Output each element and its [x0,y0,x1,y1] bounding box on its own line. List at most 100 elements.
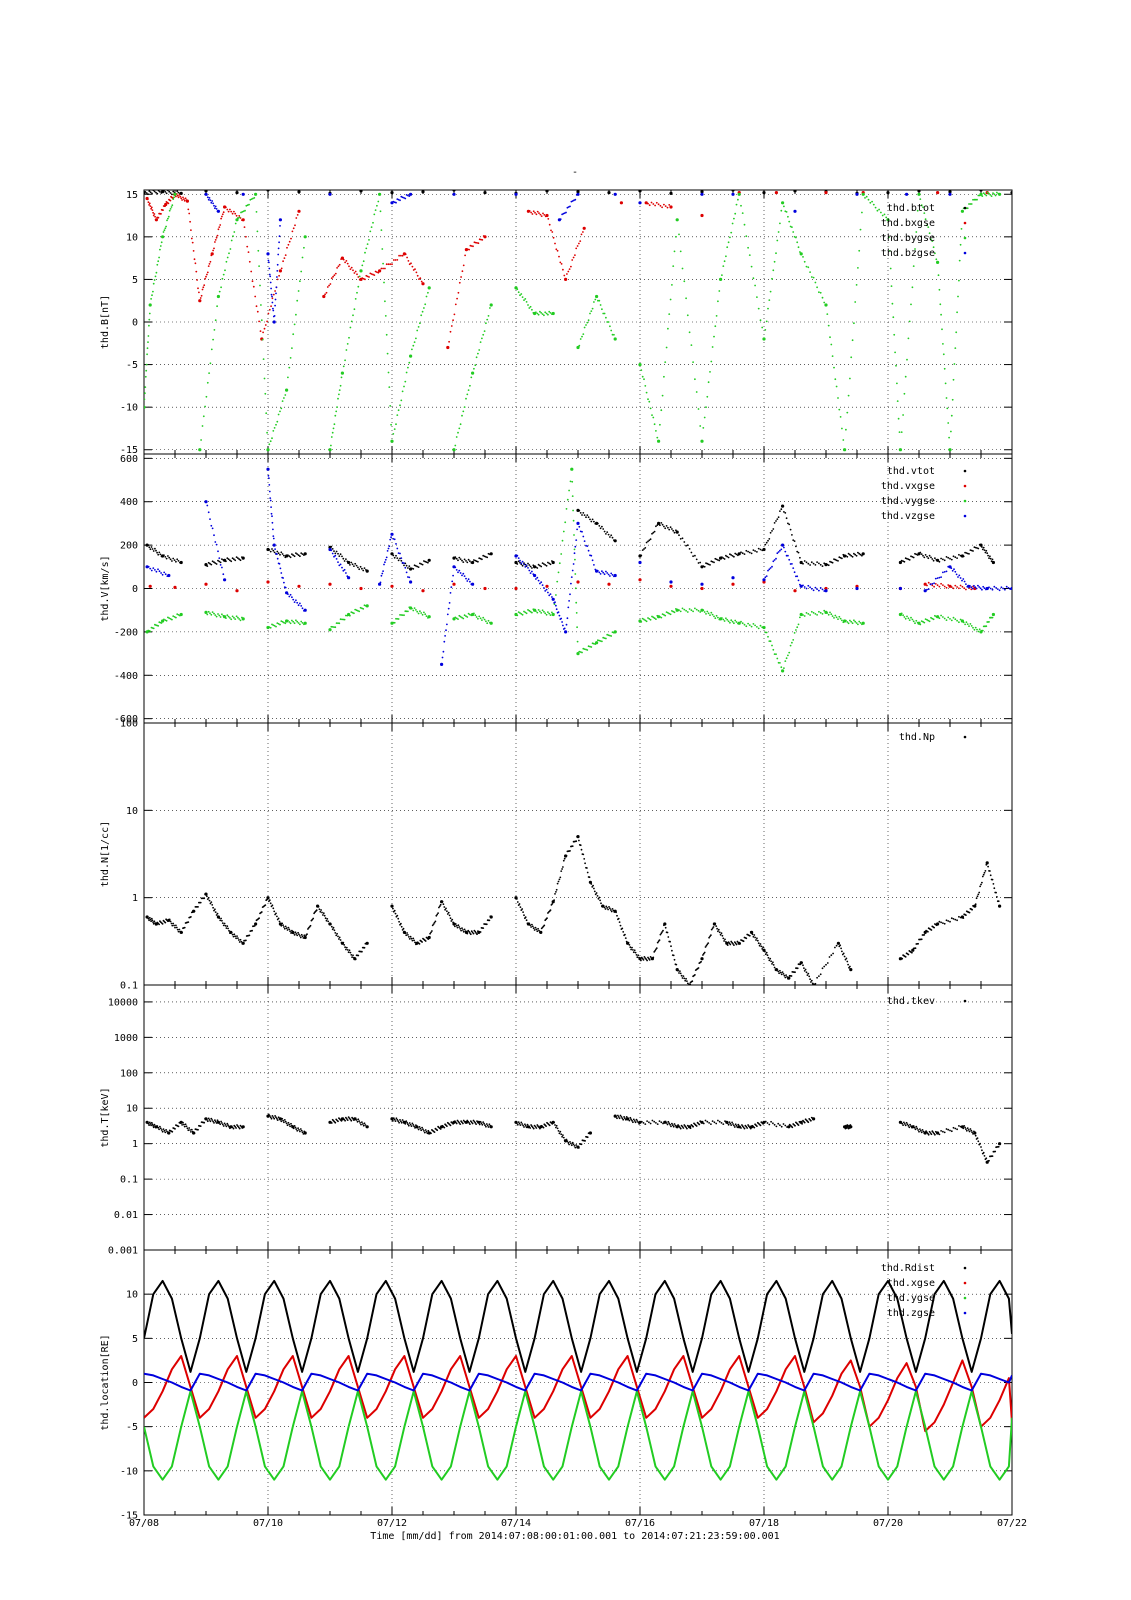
data-point [163,571,166,574]
data-point [788,558,791,561]
data-point [351,563,354,566]
data-point [466,580,469,582]
data-point [271,297,274,300]
data-point [528,210,531,212]
data-point [771,565,773,568]
data-point [516,563,519,565]
data-point [843,448,847,452]
data-point [903,560,906,563]
data-point [725,554,727,557]
data-point [653,617,656,620]
data-point [461,927,463,930]
data-point [783,205,785,208]
data-point [920,1131,923,1134]
data-point [443,1126,446,1129]
data-point [1010,586,1012,591]
data-point [827,564,830,567]
data-point [289,622,292,625]
data-point [530,211,532,214]
data-point [782,1123,785,1125]
data-point [328,448,332,452]
data-point [193,1132,196,1135]
data-point [341,618,343,621]
data-point [601,525,603,528]
data-point [783,974,786,977]
data-point [274,290,276,292]
data-point [771,277,773,280]
data-point [154,569,156,571]
data-point [908,1126,911,1129]
y-axis-label: thd.T[keV] [100,1087,111,1147]
data-point [350,561,353,564]
data-point [576,626,578,629]
data-point [664,926,667,929]
data-point [768,640,771,642]
data-point [974,626,977,629]
data-point [671,1122,673,1125]
data-point [535,311,537,314]
data-point [207,511,210,514]
data-point [544,564,547,566]
data-point [220,917,223,920]
data-point [345,558,347,560]
data-point [557,611,560,613]
data-point [427,291,429,294]
data-point [734,1123,737,1126]
data-point [591,518,594,521]
data-point [224,269,226,272]
data-point [705,944,708,947]
data-point [349,614,351,617]
data-point [988,586,990,589]
data-point [548,1124,551,1127]
data-point [427,286,431,290]
data-point [335,622,338,624]
data-point [603,530,606,533]
data-point [393,621,396,624]
data-point [489,552,493,556]
data-point [849,553,851,556]
data-point [832,952,834,955]
data-point [465,615,467,617]
data-point [407,366,409,369]
data-point [273,551,276,554]
data-point [726,246,729,249]
data-point [689,1127,692,1130]
data-point [594,893,597,896]
data-point [942,584,944,586]
data-point [440,662,444,667]
data-point [912,1125,915,1127]
data-point [721,274,723,276]
data-point [810,1119,812,1122]
data-point [483,191,487,195]
data-point [152,1124,155,1127]
data-point [410,262,412,265]
data-point [312,917,315,920]
data-point [565,623,568,626]
data-point [525,612,528,615]
data-point [666,1123,669,1126]
data-point [293,1125,296,1127]
data-point [481,337,483,340]
data-point [821,613,824,615]
data-point [934,1133,936,1136]
data-point [924,554,927,556]
data-point [1000,586,1003,589]
data-point [382,267,384,270]
data-point [220,286,223,289]
data-point [179,191,183,195]
data-point [268,443,271,446]
data-point [901,1122,904,1125]
data-point [361,950,363,953]
data-point [956,919,958,922]
data-point [184,1123,187,1126]
data-point [442,903,445,906]
data-point [517,1121,520,1123]
data-point [791,563,793,565]
data-point [814,982,817,985]
data-point [268,484,271,486]
data-point [940,313,942,316]
data-point [213,204,215,207]
data-point [956,557,958,559]
data-point [168,209,171,212]
data-point [907,337,910,340]
